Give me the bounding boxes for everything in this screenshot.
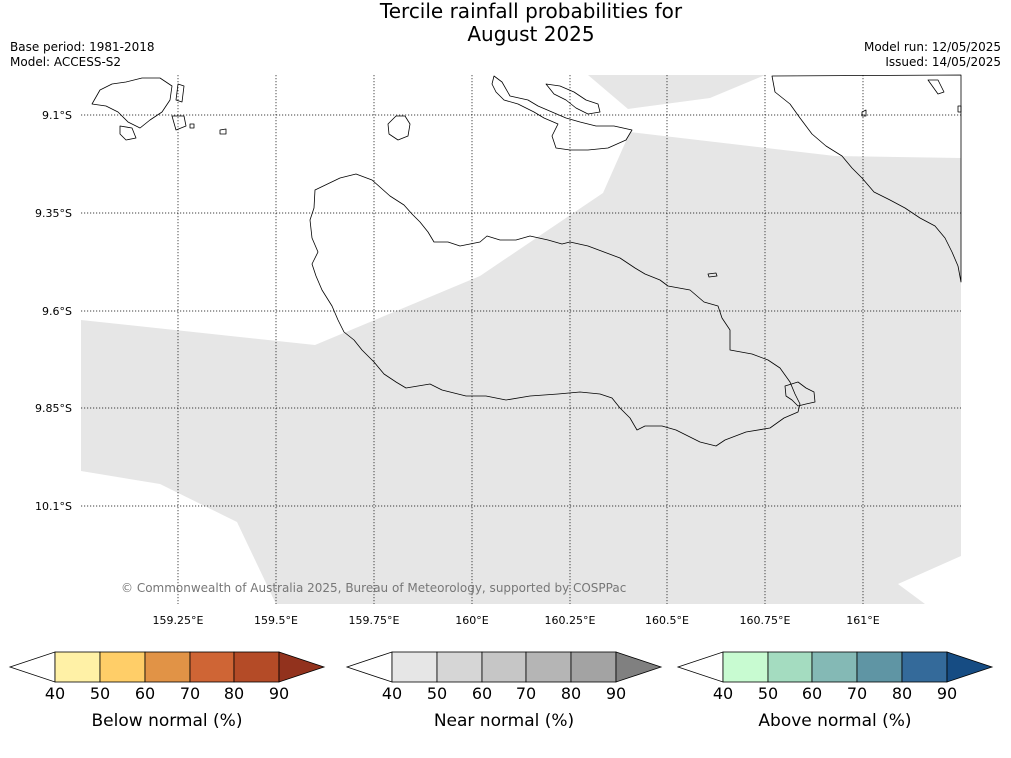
colorbar-tick: 40	[382, 684, 402, 703]
islet-marau	[784, 381, 816, 407]
colorbar-tick: 80	[224, 684, 244, 703]
lat-label: 10.1°S	[35, 500, 72, 513]
colorbar-swatch	[856, 651, 903, 683]
colorbar-tick: 70	[847, 684, 867, 703]
island-nggela-west	[545, 83, 601, 115]
latitude-labels: 9.1°S 9.35°S 9.6°S 9.85°S 10.1°S	[35, 109, 72, 513]
colorbar-tick: 60	[472, 684, 492, 703]
colorbar-near-normal: 40 50 60 70 80 90 Near normal (%)	[345, 651, 663, 731]
colorbar-tick: 90	[269, 684, 289, 703]
colorbar-tick: 50	[758, 684, 778, 703]
lat-label: 9.35°S	[35, 207, 72, 220]
island-guadalcanal	[309, 173, 801, 447]
lon-label: 160.5°E	[645, 614, 689, 627]
colorbar-swatch	[525, 651, 572, 683]
colorbar-extend-low	[8, 651, 56, 683]
colorbar-swatch	[481, 651, 527, 683]
map-title: Tercile rainfall probabilities for Augus…	[0, 0, 1011, 46]
colorbar-swatch	[233, 651, 280, 683]
lon-label: 160.25°E	[545, 614, 596, 627]
colorbar-tick: 70	[516, 684, 536, 703]
colorbar-swatch	[99, 651, 146, 683]
lon-label: 160°E	[455, 614, 488, 627]
issued-date: Issued: 14/05/2025	[885, 55, 1001, 69]
colorbar-swatch	[811, 651, 858, 683]
colorbar-extend-high	[278, 651, 326, 683]
colorbar-extend-low	[676, 651, 724, 683]
colorbar-extend-high	[946, 651, 994, 683]
island-malaita	[771, 74, 962, 283]
coastlines	[91, 74, 962, 447]
colorbar-tick: 60	[802, 684, 822, 703]
colorbar-tick: 60	[135, 684, 155, 703]
colorbar-tick: 40	[45, 684, 65, 703]
colorbar-swatch	[570, 651, 617, 683]
lat-label: 9.6°S	[42, 305, 72, 318]
lat-label: 9.1°S	[42, 109, 72, 122]
colorbar-label: Above normal (%)	[758, 711, 911, 731]
colorbar-tick: 50	[90, 684, 110, 703]
islet-small-1	[707, 272, 718, 278]
graticule	[81, 75, 961, 604]
island-russell-4	[175, 83, 185, 103]
lon-label: 159.25°E	[153, 614, 204, 627]
colorbar-above-normal: 40 50 60 70 80 90 Above normal (%)	[676, 651, 994, 731]
colorbar-tick: 40	[713, 684, 733, 703]
lon-label: 159.5°E	[254, 614, 298, 627]
colorbar-swatch	[901, 651, 948, 683]
colorbar-tick: 80	[561, 684, 581, 703]
island-russell-2	[119, 125, 137, 141]
colorbar-below-normal: 40 50 60 70 80 90 Below normal (%)	[8, 651, 326, 731]
title-line-2: August 2025	[467, 22, 595, 46]
longitude-labels: 159.25°E 159.5°E 159.75°E 160°E 160.25°E…	[153, 614, 880, 627]
colorbar-label: Below normal (%)	[92, 711, 243, 731]
colorbar-swatch	[189, 651, 235, 683]
colorbar-tick: 80	[892, 684, 912, 703]
base-period: Base period: 1981-2018	[10, 40, 155, 54]
island-russell-6	[189, 123, 195, 129]
model-name: Model: ACCESS-S2	[10, 55, 122, 69]
colorbar-swatch	[391, 651, 438, 683]
colorbar-tick: 50	[427, 684, 447, 703]
colorbar-swatch	[54, 651, 101, 683]
model-run: Model run: 12/05/2025	[863, 40, 1001, 54]
colorbar-label: Near normal (%)	[434, 711, 574, 731]
island-russell-5	[219, 128, 227, 135]
island-savo	[387, 115, 411, 141]
colorbar-tick: 90	[937, 684, 957, 703]
colorbar-tick: 70	[180, 684, 200, 703]
map-panel: 159.25°E 159.5°E 159.75°E 160°E 160.25°E…	[35, 74, 962, 627]
colorbar-extend-high	[615, 651, 663, 683]
lon-label: 161°E	[846, 614, 879, 627]
metadata-left: Base period: 1981-2018 Model: ACCESS-S2	[10, 40, 155, 70]
island-nggela	[491, 75, 633, 151]
lat-label: 9.85°S	[35, 402, 72, 415]
colorbar-swatch	[722, 651, 769, 683]
metadata-right: Model run: 12/05/2025 Issued: 14/05/2025	[864, 40, 1001, 70]
copyright-notice: © Commonwealth of Australia 2025, Bureau…	[121, 581, 626, 595]
colorbar-swatch	[144, 651, 191, 683]
colorbar-extend-low	[345, 651, 393, 683]
title-line-1: Tercile rainfall probabilities for	[379, 0, 683, 23]
island-russell-3	[171, 115, 187, 131]
lon-label: 159.75°E	[349, 614, 400, 627]
near-normal-shading	[81, 75, 961, 604]
colorbar-swatch	[767, 651, 813, 683]
colorbar-tick: 90	[606, 684, 626, 703]
lon-label: 160.75°E	[740, 614, 791, 627]
colorbar-swatch	[436, 651, 483, 683]
island-russell	[91, 77, 173, 129]
